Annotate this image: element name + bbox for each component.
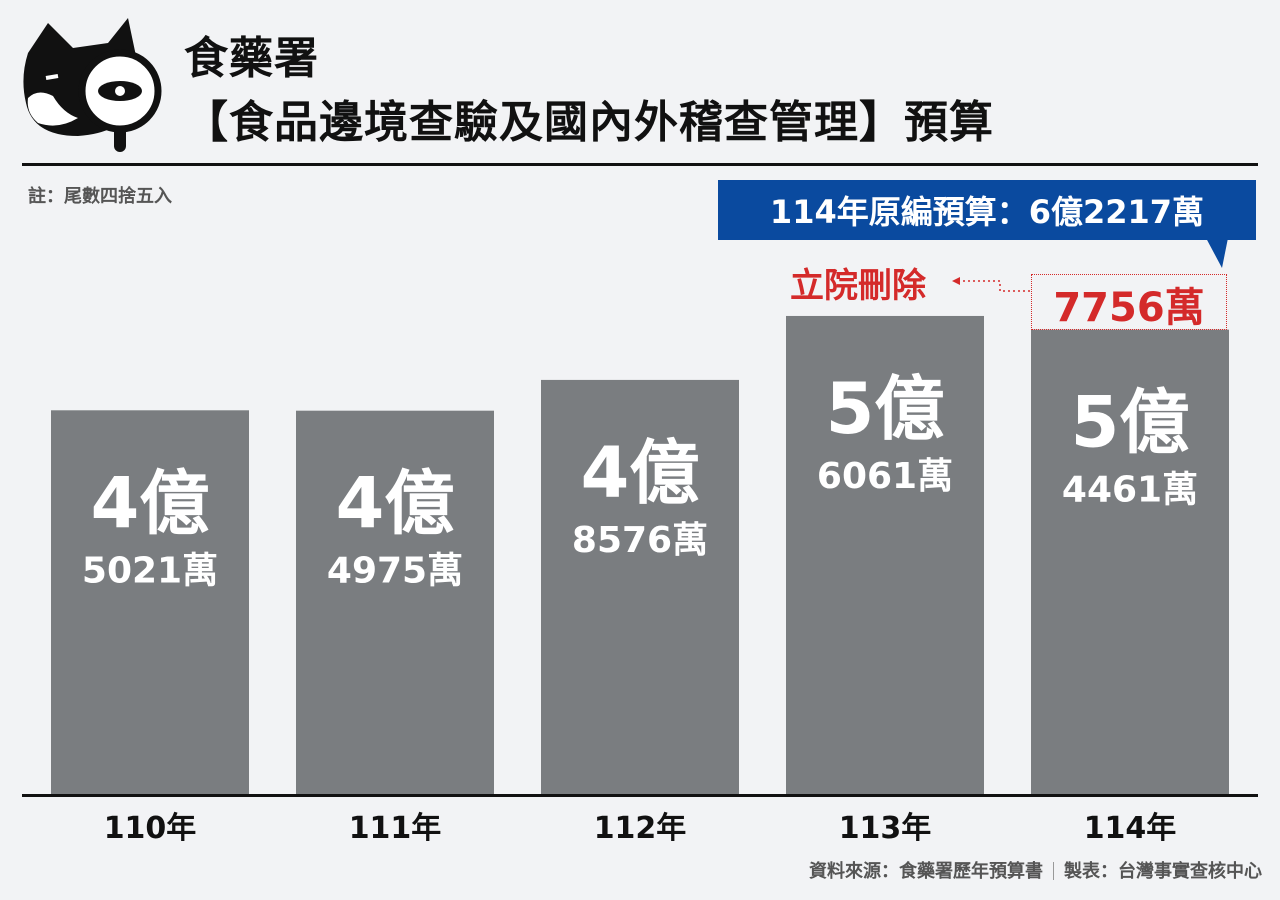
bar-label-minor: 8576萬 [572,520,708,561]
rounding-note: 註：尾數四捨五入 [28,186,172,207]
cut-label: 立院刪除 [790,266,926,306]
bar-label-major: 4億 [336,463,455,545]
cut-segment-box [1031,274,1227,330]
bar-label-major: 4億 [581,432,700,514]
footer-separator [1053,862,1054,880]
x-axis-line [22,794,1258,797]
maker-text: 製表：台灣事實查核中心 [1064,861,1262,882]
x-tick-label: 112年 [594,811,687,846]
bar-label-minor: 5021萬 [82,550,218,591]
bar-label-minor: 4975萬 [327,551,463,592]
footer-source: 資料來源：食藥署歷年預算書 製表：台灣事實查核中心 [809,857,1262,883]
bar-label-major: 5億 [1071,382,1190,464]
cut-value: 7756萬 [1053,285,1205,331]
cut-connector-arrow [952,277,960,285]
bar-110年 [51,410,249,795]
bar-113年 [786,315,984,795]
bar-label-major: 4億 [91,462,210,544]
bar-111年 [296,410,494,795]
x-tick-label: 114年 [1084,811,1177,846]
header-rule [22,163,1258,166]
cut-connector [958,280,1031,292]
bar-114年 [1031,329,1229,795]
cat-magnifier-logo [23,18,162,152]
chart-title: 【食品邊境查驗及國內外稽查管理】預算 [184,97,994,148]
bar-label-major: 5億 [826,368,945,450]
original-budget-callout: 114年原編預算：6億2217萬 [718,180,1256,240]
bar-112年 [541,379,739,795]
x-tick-label: 113年 [839,811,932,846]
x-tick-label: 110年 [104,811,197,846]
bar-label-minor: 6061萬 [817,456,953,497]
x-tick-label: 111年 [349,811,442,846]
source-text: 資料來源：食藥署歷年預算書 [809,861,1043,882]
callout-pointer [1206,238,1228,268]
chart-title-agency: 食藥署 [184,33,319,84]
bar-label-minor: 4461萬 [1062,470,1198,511]
